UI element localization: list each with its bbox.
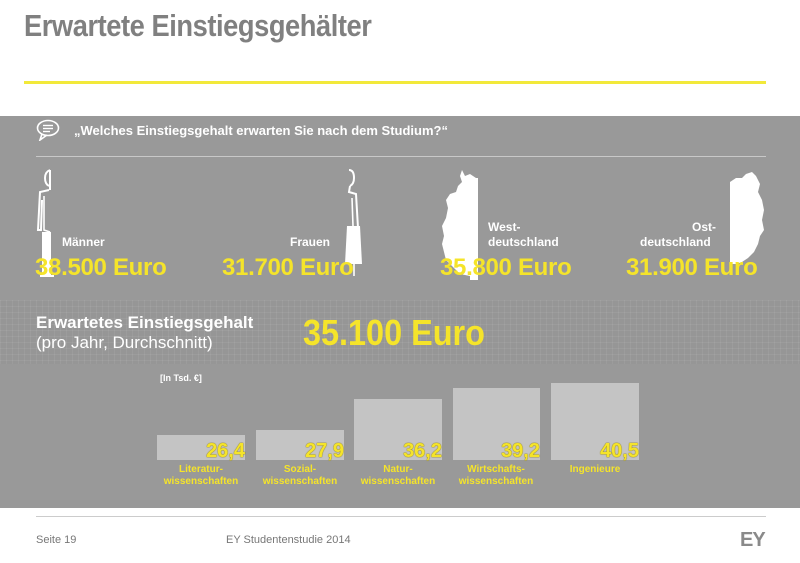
- ey-logo: EY: [740, 529, 766, 551]
- stat-value-west: 35.800 Euro: [440, 254, 572, 281]
- page-number: Seite 19: [36, 534, 77, 546]
- category-line: Sozial-: [283, 464, 317, 475]
- chart-unit-label: [In Tsd. €]: [160, 373, 202, 383]
- average-label-title: Erwartetes Einstiegsgehalt: [36, 313, 254, 332]
- bar-category-label: Sozial- wissenschaften: [250, 464, 350, 488]
- west-germany-map-icon: [442, 170, 478, 280]
- category-line: Literatur-: [179, 464, 223, 475]
- survey-question: „Welches Einstiegsgehalt erwarten Sie na…: [74, 122, 448, 138]
- category-line: Ingenieure: [569, 464, 621, 475]
- bar-value: 27,9: [305, 440, 344, 462]
- stat-value-east: 31.900 Euro: [626, 254, 758, 281]
- stat-label-west-2: deutschland: [488, 235, 559, 249]
- stat-label-east-2: deutschland: [640, 235, 711, 249]
- average-label-subtitle: (pro Jahr, Durchschnitt): [36, 333, 213, 352]
- bar-value: 40,5: [600, 440, 639, 462]
- category-line: wissenschaften: [163, 476, 239, 487]
- title-divider: [24, 81, 766, 84]
- bar-category-label: Ingenieure: [545, 464, 645, 476]
- average-value: 35.100 Euro: [303, 312, 485, 353]
- question-row: „Welches Einstiegsgehalt erwarten Sie na…: [36, 119, 448, 141]
- stat-value-women: 31.700 Euro: [222, 254, 354, 281]
- category-line: Natur-: [383, 464, 413, 475]
- stat-label-men: Männer: [62, 235, 105, 249]
- stat-label-east-1: Ost-: [692, 220, 716, 234]
- speech-bubble-icon: [36, 119, 60, 141]
- east-germany-map-icon: [730, 172, 764, 264]
- bar-value: 39,2: [501, 440, 540, 462]
- bar-value: 36,2: [403, 440, 442, 462]
- woman-figure-icon: [345, 169, 362, 276]
- bar-naturwissenschaften: 36,2: [354, 399, 442, 462]
- bar-value: 26,4: [206, 440, 245, 462]
- stat-label-west-1: West-: [488, 220, 521, 234]
- man-figure-icon: [36, 169, 54, 277]
- average-band: [0, 300, 800, 364]
- question-divider: [36, 156, 766, 157]
- bar-category-label: Wirtschafts- wissenschaften: [446, 464, 546, 488]
- study-name: EY Studentenstudie 2014: [226, 534, 351, 546]
- category-line: wissenschaften: [262, 476, 338, 487]
- category-line: wissenschaften: [458, 476, 534, 487]
- category-line: wissenschaften: [360, 476, 436, 487]
- bar-literaturwissenschaften: 26,4: [157, 435, 245, 462]
- category-line: Wirtschafts-: [467, 464, 525, 475]
- average-label: Erwartetes Einstiegsgehalt (pro Jahr, Du…: [36, 313, 253, 353]
- stat-label-women: Frauen: [290, 235, 331, 249]
- bar-sozialwissenschaften: 27,9: [256, 430, 344, 462]
- page-title: Erwartete Einstiegsgehälter: [24, 8, 372, 43]
- stat-value-men: 38.500 Euro: [35, 254, 167, 281]
- bar-category-label: Literatur- wissenschaften: [151, 464, 251, 488]
- footer-divider: [36, 516, 766, 517]
- bar-ingenieure: 40,5: [551, 383, 639, 462]
- bar-wirtschaftswissenschaften: 39,2: [453, 388, 540, 462]
- bar-category-label: Natur- wissenschaften: [348, 464, 448, 488]
